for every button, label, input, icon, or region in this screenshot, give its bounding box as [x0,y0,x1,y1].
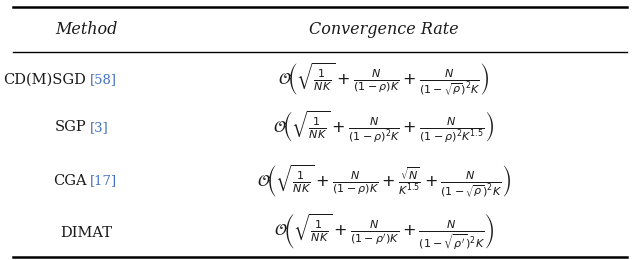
Text: $\mathcal{O}\!\left(\sqrt{\frac{1}{NK}} + \frac{N}{(1-\rho)^2 K} + \frac{N}{(1-\: $\mathcal{O}\!\left(\sqrt{\frac{1}{NK}} … [273,109,495,145]
Text: $\mathcal{O}\!\left(\sqrt{\frac{1}{NK}} + \frac{N}{(1-\rho)K} + \frac{N}{(1-\sqr: $\mathcal{O}\!\left(\sqrt{\frac{1}{NK}} … [278,61,490,97]
Text: $\mathcal{O}\!\left(\sqrt{\frac{1}{NK}} + \frac{N}{(1-\rho)K} + \frac{\sqrt{N}}{: $\mathcal{O}\!\left(\sqrt{\frac{1}{NK}} … [257,163,511,199]
Text: [58]: [58] [90,73,116,86]
Text: CD(M)SGD: CD(M)SGD [4,72,86,86]
Text: DIMAT: DIMAT [60,226,113,240]
Text: Method: Method [55,21,118,38]
Text: CGA: CGA [52,174,86,188]
Text: [3]: [3] [90,121,108,134]
Text: $\mathcal{O}\!\left(\sqrt{\frac{1}{NK}} + \frac{N}{(1-\rho')K} + \frac{N}{(1-\sq: $\mathcal{O}\!\left(\sqrt{\frac{1}{NK}} … [274,213,494,252]
Text: Convergence Rate: Convergence Rate [309,21,459,38]
Text: SGP: SGP [55,120,86,134]
Text: [17]: [17] [90,174,116,187]
